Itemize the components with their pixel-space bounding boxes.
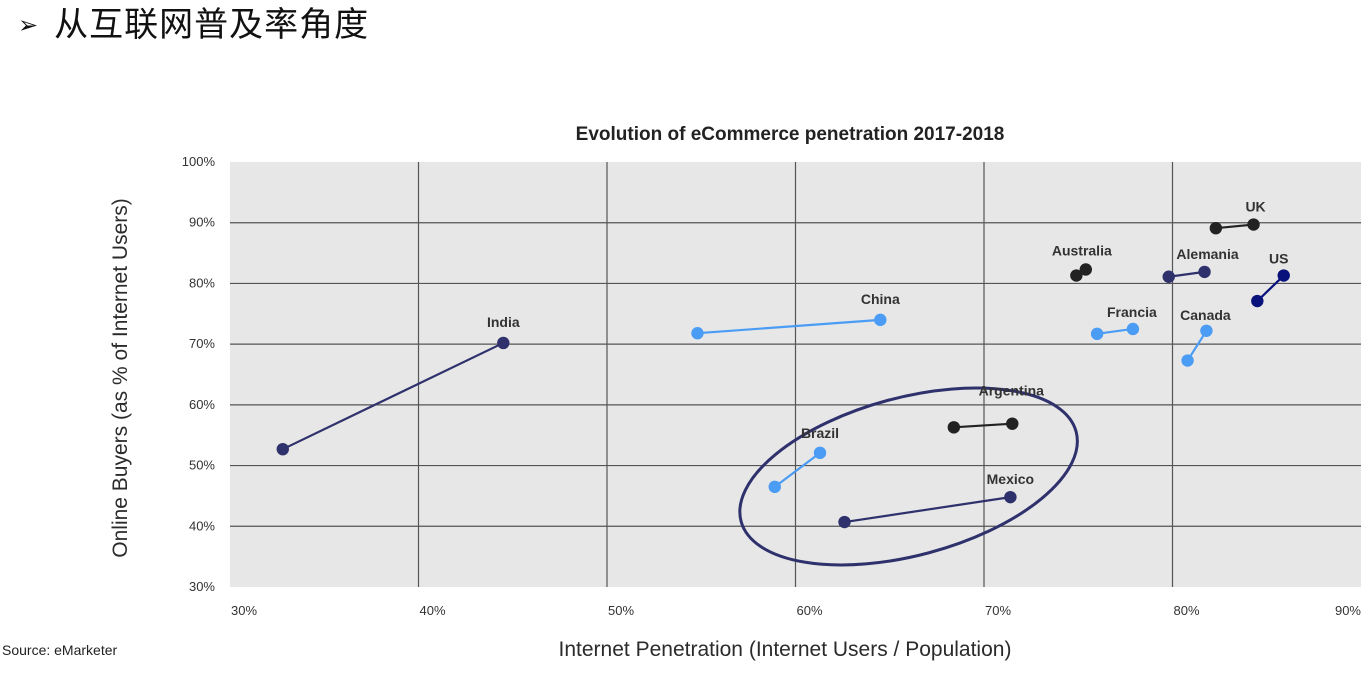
data-point-china-2017 xyxy=(691,327,704,340)
page-title: 从互联网普及率角度 xyxy=(54,5,370,45)
x-tick-label: 60% xyxy=(796,603,822,618)
x-axis-label: Internet Penetration (Internet Users / P… xyxy=(559,638,1012,661)
y-tick-label: 60% xyxy=(189,397,215,412)
country-label-uk: UK xyxy=(1245,199,1265,215)
data-point-us-2018 xyxy=(1277,269,1290,282)
x-tick-label: 40% xyxy=(419,603,445,618)
data-point-brazil-2018 xyxy=(813,446,827,460)
data-point-argentina-2018 xyxy=(1006,417,1019,430)
data-point-francia-2017 xyxy=(1090,327,1104,341)
data-point-australia-2017 xyxy=(1070,269,1083,282)
y-tick-label: 30% xyxy=(189,579,215,594)
y-tick-label: 80% xyxy=(189,275,215,290)
series-line-uk xyxy=(1215,223,1254,230)
data-point-china-2018 xyxy=(874,313,887,327)
series-line-brazil xyxy=(774,451,821,488)
country-label-brazil: Brazil xyxy=(801,425,839,441)
data-point-us-2017 xyxy=(1251,294,1264,308)
country-label-australia: Australia xyxy=(1052,242,1112,258)
data-point-alemania-2018 xyxy=(1198,265,1211,279)
series-line-mexico xyxy=(844,496,1011,524)
data-point-francia-2018 xyxy=(1126,322,1140,336)
data-point-canada-2018 xyxy=(1200,324,1213,337)
highlight-ellipse xyxy=(738,386,1079,567)
data-point-alemania-2017 xyxy=(1162,270,1175,283)
series-line-india xyxy=(282,341,504,451)
chart-title: Evolution of eCommerce penetration 2017-… xyxy=(576,124,1005,145)
country-label-canada: Canada xyxy=(1180,307,1231,323)
data-point-mexico-2017 xyxy=(838,515,851,529)
series-line-china xyxy=(697,318,881,335)
bullet-arrow-icon: ➢ xyxy=(18,11,39,39)
country-label-us: US xyxy=(1269,251,1288,267)
country-label-china: China xyxy=(861,291,900,307)
data-point-mexico-2018 xyxy=(1004,490,1017,504)
y-tick-label: 40% xyxy=(189,518,215,533)
country-label-alemania: Alemania xyxy=(1176,246,1238,262)
data-point-india-2017 xyxy=(276,442,289,456)
data-point-argentina-2017 xyxy=(947,421,961,434)
data-point-uk-2017 xyxy=(1209,221,1223,235)
y-tick-label: 100% xyxy=(182,154,216,169)
page-heading: ➢ 从互联网普及率角度 xyxy=(18,8,369,42)
data-point-uk-2018 xyxy=(1247,218,1260,231)
y-tick-label: 70% xyxy=(189,336,215,351)
x-tick-label: 80% xyxy=(1173,603,1199,618)
country-label-argentina: Argentina xyxy=(979,383,1045,399)
y-axis-label: Online Buyers (as % of Internet Users) xyxy=(109,198,132,557)
country-label-india: India xyxy=(487,314,520,330)
data-point-brazil-2017 xyxy=(768,480,781,494)
y-tick-label: 50% xyxy=(189,458,215,473)
series-line-argentina xyxy=(953,422,1013,429)
x-tick-label: 30% xyxy=(231,603,257,618)
x-tick-label: 70% xyxy=(985,603,1011,618)
country-label-mexico: Mexico xyxy=(987,471,1034,487)
label-layer: 100% 90% 80% 70% 60% 50% 40% 30% 30% 40% 50% 60% 70%… xyxy=(109,124,1361,661)
country-label-francia: Francia xyxy=(1107,304,1157,320)
source-note: Source: eMarketer xyxy=(2,642,118,658)
data-point-canada-2017 xyxy=(1181,354,1194,367)
y-tick-label: 90% xyxy=(189,215,215,230)
data-point-india-2018 xyxy=(497,336,510,350)
plot-layer xyxy=(230,162,1361,587)
x-tick-label: 90% xyxy=(1335,603,1361,618)
x-tick-label: 50% xyxy=(608,603,634,618)
data-point-australia-2018 xyxy=(1079,263,1092,276)
